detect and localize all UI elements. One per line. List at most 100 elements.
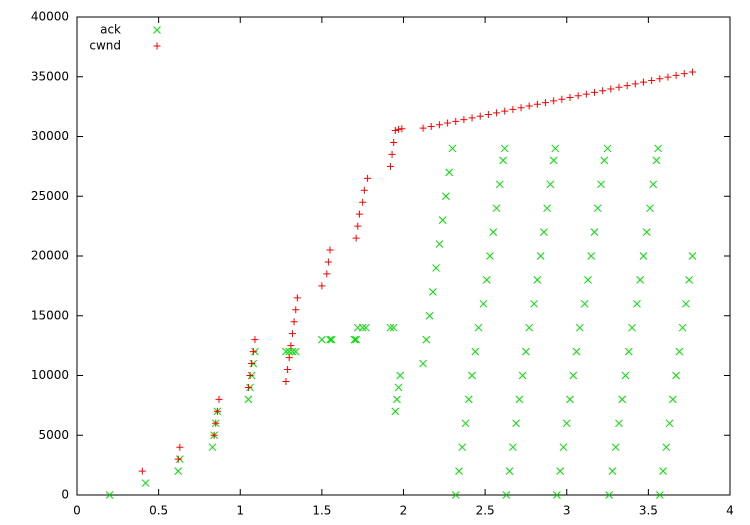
point: [285, 347, 294, 356]
y-tick-label: 35000: [31, 69, 69, 83]
y-tick-label: 5000: [38, 428, 69, 442]
point: [244, 395, 253, 404]
point: [636, 276, 645, 284]
legend-marker: [153, 42, 161, 50]
point: [435, 121, 443, 129]
point: [461, 419, 470, 428]
x-tick-label: 0.5: [149, 504, 168, 518]
point: [533, 276, 542, 284]
point: [389, 323, 398, 332]
point: [212, 419, 220, 427]
point: [432, 264, 441, 272]
point: [649, 180, 658, 189]
point: [574, 92, 582, 100]
point: [607, 85, 615, 93]
point: [419, 124, 427, 132]
point: [533, 100, 541, 108]
x-tick-label: 3.5: [639, 504, 658, 518]
point: [452, 117, 460, 125]
point: [386, 323, 395, 332]
point: [394, 383, 403, 392]
point: [536, 252, 545, 260]
point: [468, 114, 476, 122]
point: [360, 186, 368, 194]
y-tick-label: 15000: [31, 308, 69, 322]
point: [639, 252, 648, 260]
point: [393, 395, 401, 404]
y-tick-label: 40000: [31, 10, 69, 24]
point: [388, 150, 396, 158]
point: [546, 180, 555, 189]
point: [391, 127, 399, 135]
legend-marker: [153, 26, 161, 34]
point: [656, 75, 664, 83]
point: [492, 204, 501, 213]
point: [530, 299, 538, 308]
point: [669, 395, 677, 404]
point: [615, 419, 623, 428]
point: [174, 467, 183, 475]
point: [445, 168, 454, 177]
point: [213, 407, 221, 415]
x-tick-label: 2: [400, 504, 408, 518]
point: [427, 122, 435, 130]
point: [458, 443, 467, 452]
point: [482, 276, 491, 284]
point: [655, 491, 664, 499]
point: [362, 323, 370, 332]
point: [390, 138, 398, 146]
point: [678, 323, 687, 332]
point: [646, 204, 654, 213]
point: [551, 144, 560, 153]
point: [525, 323, 534, 332]
point: [391, 407, 400, 416]
point: [318, 335, 326, 344]
point: [324, 258, 332, 266]
point: [580, 299, 589, 308]
point: [438, 216, 447, 225]
point: [559, 443, 568, 452]
point: [603, 144, 612, 153]
point: [282, 377, 290, 385]
legend-label: ack: [100, 23, 121, 37]
point: [248, 360, 256, 368]
point: [352, 234, 360, 242]
point: [464, 395, 473, 404]
point: [682, 299, 690, 308]
point: [435, 240, 444, 248]
point: [502, 491, 511, 499]
point: [618, 395, 627, 404]
point: [364, 174, 372, 182]
point: [396, 371, 405, 380]
point: [549, 156, 558, 165]
point: [624, 347, 633, 356]
point: [543, 204, 552, 213]
point: [429, 287, 437, 296]
point: [489, 228, 498, 236]
point: [642, 228, 651, 236]
point: [562, 419, 571, 428]
point: [244, 383, 252, 391]
point: [318, 282, 326, 290]
point: [326, 335, 334, 344]
point: [395, 125, 403, 133]
point: [174, 455, 182, 463]
y-tick-label: 10000: [31, 368, 69, 382]
point: [628, 323, 636, 332]
point: [599, 87, 607, 95]
point: [352, 335, 361, 344]
y-tick-label: 30000: [31, 129, 69, 143]
point: [665, 419, 674, 428]
point: [455, 467, 463, 475]
point: [419, 359, 427, 368]
point: [569, 371, 578, 380]
point: [141, 479, 150, 487]
point: [327, 335, 336, 344]
point: [517, 104, 525, 112]
point: [176, 443, 184, 451]
point: [425, 311, 434, 320]
x-tick-label: 3: [563, 504, 571, 518]
point: [284, 366, 292, 374]
